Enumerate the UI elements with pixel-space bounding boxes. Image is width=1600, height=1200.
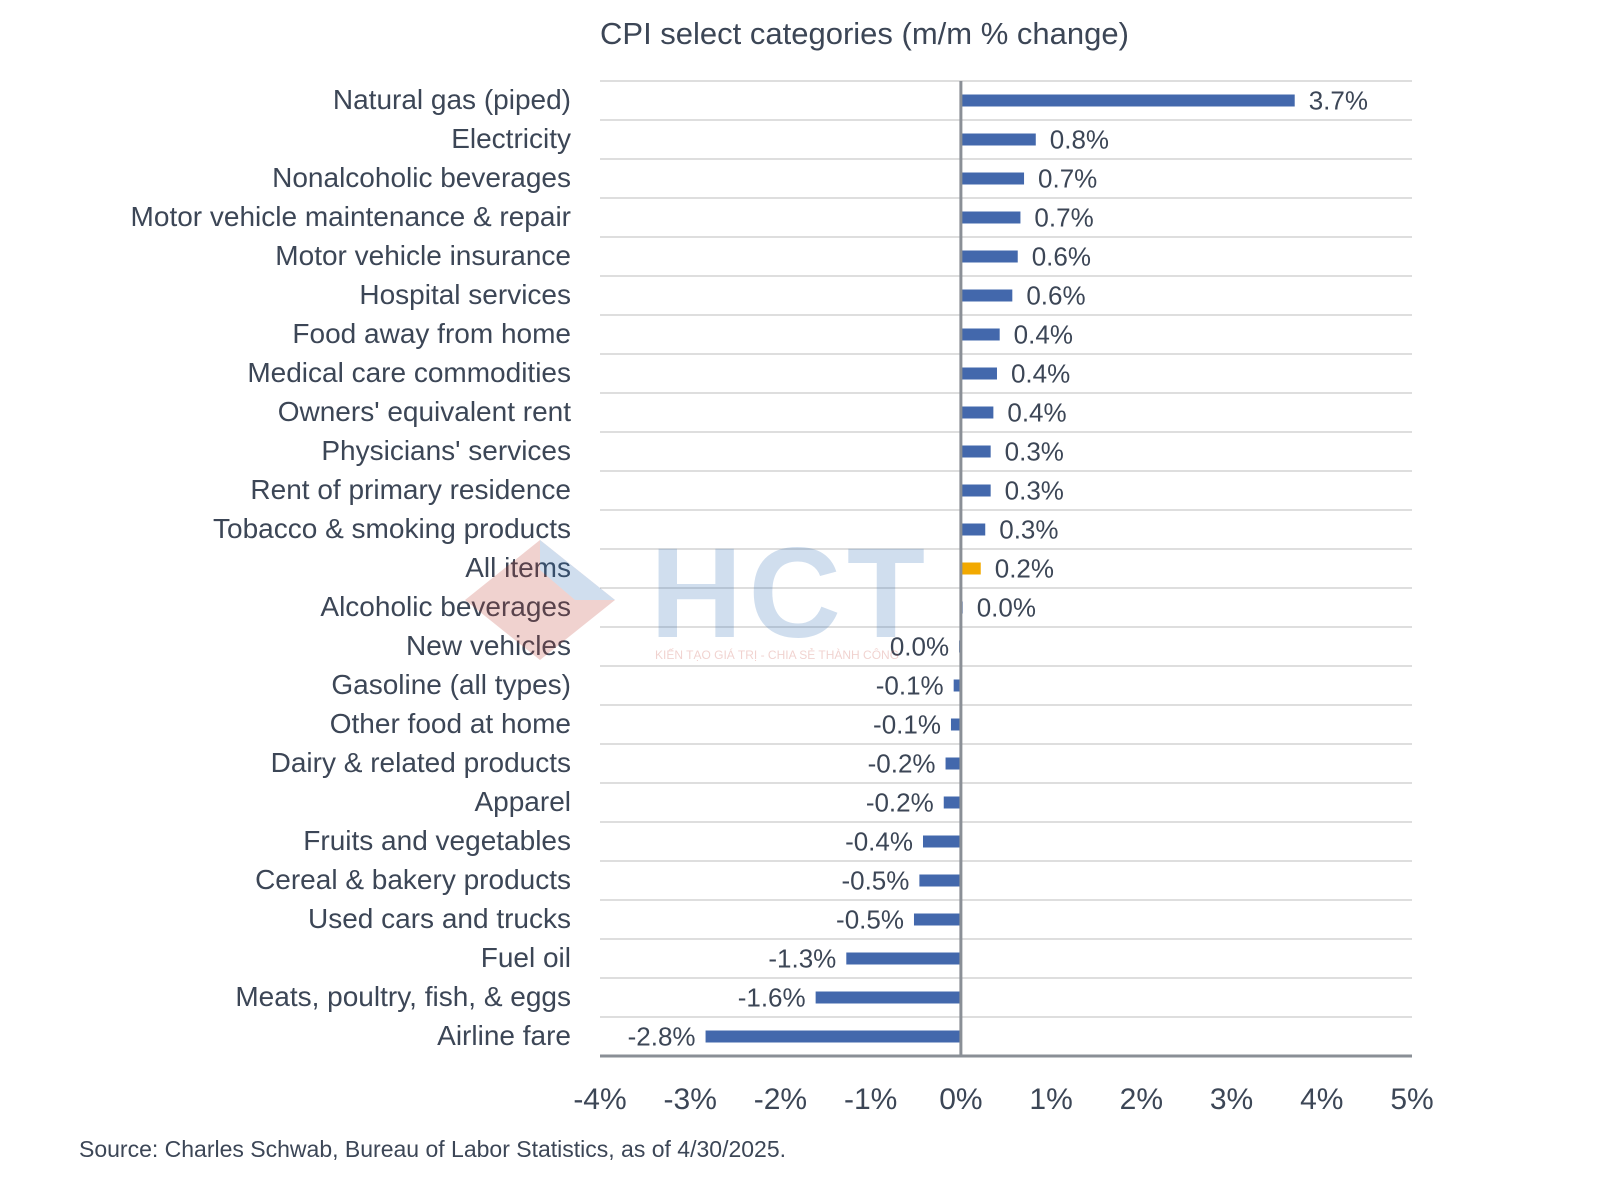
value-label: 3.7%: [1309, 85, 1368, 115]
category-label: Fuel oil: [481, 942, 571, 973]
category-label: Fruits and vegetables: [303, 825, 571, 856]
value-label: -1.3%: [768, 943, 836, 973]
category-label: Electricity: [451, 123, 571, 154]
value-label: -0.1%: [876, 670, 944, 700]
value-label: 0.6%: [1026, 280, 1085, 310]
value-label: 0.0%: [890, 631, 949, 661]
category-label: Alcoholic beverages: [320, 591, 571, 622]
category-label: Used cars and trucks: [308, 903, 571, 934]
bar-17: [945, 757, 961, 770]
bar-1: [960, 133, 1036, 146]
category-label: Gasoline (all types): [331, 669, 571, 700]
category-label: Rent of primary residence: [250, 474, 571, 505]
bar-23: [815, 991, 961, 1004]
category-label: Cereal & bakery products: [255, 864, 571, 895]
bar-5: [960, 289, 1013, 302]
category-label: Other food at home: [330, 708, 571, 739]
category-label: New vehicles: [406, 630, 571, 661]
bars: [705, 94, 1295, 1043]
category-label: Apparel: [474, 786, 571, 817]
value-labels: 3.7% 0.8% 0.7% 0.7% 0.6% 0.6% 0.4% 0.4% 0.4% 0.3%…: [628, 85, 1368, 1051]
chart-title: CPI select categories (m/m % change): [600, 16, 1129, 51]
value-label: 0.4%: [1014, 319, 1073, 349]
x-tick-label: 0%: [939, 1083, 982, 1116]
category-label: Physicians' services: [321, 435, 571, 466]
value-label: -0.2%: [868, 748, 936, 778]
category-label: All items: [465, 552, 571, 583]
value-label: -2.8%: [628, 1021, 696, 1051]
value-label: -0.5%: [841, 865, 909, 895]
value-label: 0.4%: [1011, 358, 1070, 388]
bar-16: [950, 718, 961, 731]
category-label: Motor vehicle maintenance & repair: [131, 201, 571, 232]
value-label: 0.4%: [1007, 397, 1066, 427]
bar-6: [960, 328, 1000, 341]
category-labels: Natural gas (piped) Electricity Nonalcohol…: [131, 84, 572, 1051]
bar-4: [960, 250, 1018, 263]
category-label: Food away from home: [292, 318, 571, 349]
value-label: -0.2%: [866, 787, 934, 817]
value-label: 0.3%: [1005, 475, 1064, 505]
value-label: 0.2%: [995, 553, 1054, 583]
bar-22: [846, 952, 961, 965]
bar-19: [922, 835, 961, 848]
category-label: Hospital services: [359, 279, 571, 310]
category-label: Dairy & related products: [271, 747, 571, 778]
x-tick-label: -2%: [754, 1083, 807, 1116]
source-note: Source: Charles Schwab, Bureau of Labor …: [79, 1136, 787, 1162]
category-label: Airline fare: [437, 1020, 571, 1051]
category-label: Natural gas (piped): [333, 84, 571, 115]
bar-15: [953, 679, 961, 692]
bar-24: [705, 1030, 961, 1043]
value-label: 0.7%: [1038, 163, 1097, 193]
x-tick-label: -3%: [664, 1083, 717, 1116]
x-tick-label: 3%: [1210, 1083, 1253, 1116]
value-label: 0.3%: [1005, 436, 1064, 466]
value-label: -0.1%: [873, 709, 941, 739]
bar-10: [960, 484, 991, 497]
value-label: 0.0%: [977, 592, 1036, 622]
bar-21: [913, 913, 961, 926]
bar-8: [960, 406, 994, 419]
bar-7: [960, 367, 997, 380]
bar-2: [960, 172, 1025, 185]
value-label: 0.8%: [1050, 124, 1109, 154]
value-label: -0.4%: [845, 826, 913, 856]
bar-18: [943, 796, 961, 809]
category-label: Tobacco & smoking products: [213, 513, 571, 544]
bar-0: [960, 94, 1295, 107]
axes: -4% -3% -2% -1% 0% 1% 2% 3% 4% 5%: [573, 81, 1434, 1116]
category-label: Medical care commodities: [247, 357, 571, 388]
x-tick-label: 4%: [1300, 1083, 1343, 1116]
value-label: 0.3%: [999, 514, 1058, 544]
value-label: -1.6%: [738, 982, 806, 1012]
x-tick-label: 2%: [1120, 1083, 1163, 1116]
category-label: Nonalcoholic beverages: [272, 162, 571, 193]
value-label: 0.6%: [1032, 241, 1091, 271]
bar-9: [960, 445, 991, 458]
bar-20: [919, 874, 961, 887]
value-label: 0.7%: [1034, 202, 1093, 232]
x-tick-label: 5%: [1390, 1083, 1433, 1116]
x-tick-label: 1%: [1029, 1083, 1072, 1116]
x-tick-label: -4%: [573, 1083, 626, 1116]
category-label: Meats, poultry, fish, & eggs: [235, 981, 571, 1012]
bar-12: [960, 562, 981, 575]
category-label: Owners' equivalent rent: [278, 396, 571, 427]
category-label: Motor vehicle insurance: [275, 240, 571, 271]
bar-3: [960, 211, 1021, 224]
x-tick-label: -1%: [844, 1083, 897, 1116]
value-label: -0.5%: [836, 904, 904, 934]
bar-11: [960, 523, 986, 536]
